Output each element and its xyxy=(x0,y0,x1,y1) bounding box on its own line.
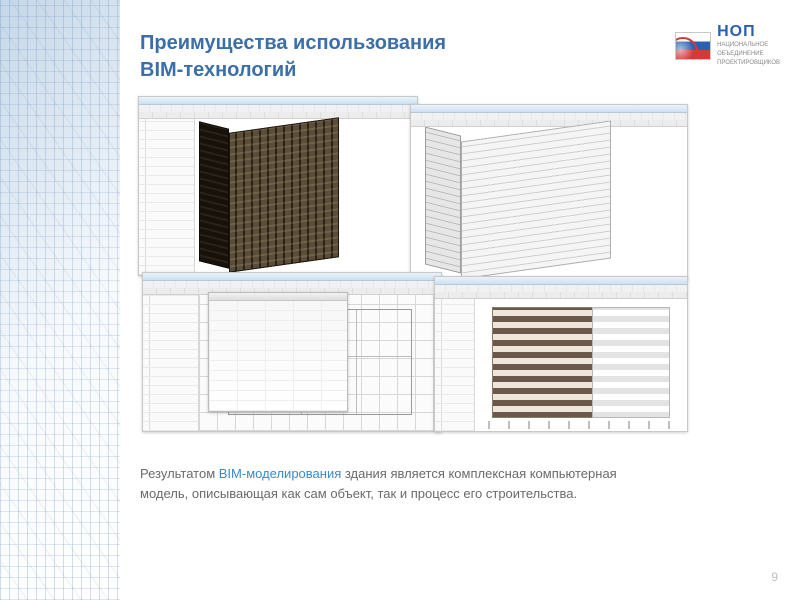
logo-sub-1: НАЦИОНАЛЬНОЕ xyxy=(717,42,780,49)
logo-acronym: НОП xyxy=(717,24,780,40)
viewport-3d xyxy=(195,119,417,275)
logo-sub-2: ОБЪЕДИНЕНИЕ xyxy=(717,51,780,58)
panel-3d-dark xyxy=(138,96,418,276)
window-titlebar xyxy=(411,105,687,113)
logo-sub-3: ПРОЕКТИРОВЩИКОВ xyxy=(717,60,780,67)
toolbar-ribbon xyxy=(139,105,417,119)
window-titlebar xyxy=(209,293,347,301)
grid-axis-markers xyxy=(488,421,675,429)
decorative-wireframe-strip xyxy=(0,0,120,600)
title-line-1: Преимущества использования xyxy=(140,32,446,54)
section-elevation-view xyxy=(475,299,687,431)
window-titlebar xyxy=(143,273,441,281)
logo: НОП НАЦИОНАЛЬНОЕ ОБЪЕДИНЕНИЕ ПРОЕКТИРОВЩ… xyxy=(675,24,780,68)
page-title: Преимущества использования BIM-технологи… xyxy=(140,30,570,84)
screenshot-collage xyxy=(138,96,688,436)
panel-3d-light xyxy=(410,104,688,280)
project-browser-tree xyxy=(139,119,195,275)
logo-text: НОП НАЦИОНАЛЬНОЕ ОБЪЕДИНЕНИЕ ПРОЕКТИРОВЩ… xyxy=(717,24,780,68)
toolbar-ribbon xyxy=(411,113,687,127)
project-browser-tree xyxy=(435,299,475,431)
schedule-grid xyxy=(209,301,347,411)
toolbar-ribbon xyxy=(435,285,687,299)
caption-text: Результатом BIM-моделирования здания явл… xyxy=(140,464,620,503)
slide: Преимущества использования BIM-технологи… xyxy=(0,0,800,600)
caption-highlight: BIM-моделирования xyxy=(219,466,341,481)
window-titlebar xyxy=(139,97,417,105)
panel-section xyxy=(434,276,688,432)
viewport-3d xyxy=(411,127,687,279)
logo-flag-icon xyxy=(675,32,711,60)
title-line-2: BIM-технологий xyxy=(140,59,296,81)
panel-schedule-table xyxy=(208,292,348,412)
building-light-icon xyxy=(461,131,611,269)
page-number: 9 xyxy=(771,570,778,584)
caption-prefix: Результатом xyxy=(140,466,219,481)
window-titlebar xyxy=(435,277,687,285)
building-dark-icon xyxy=(229,125,339,265)
project-browser-tree xyxy=(143,295,199,431)
